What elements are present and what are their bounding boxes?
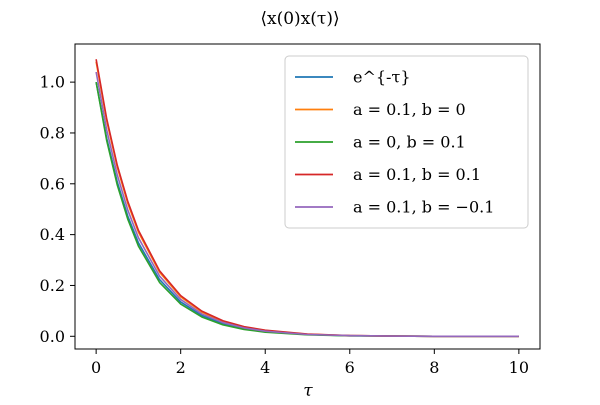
x-tick-label: 4: [260, 358, 270, 377]
x-tick-label: 2: [176, 358, 186, 377]
y-axis-ticks: 0.0 0.2 0.4 0.6 0.8 1.0: [40, 73, 75, 346]
x-axis-ticks: 0 2 4 6 8 10: [91, 349, 529, 377]
legend-label-5: a = 0.1, b = −0.1: [353, 198, 494, 217]
plot-frame: [74, 43, 541, 350]
x-tick-label: 6: [345, 358, 355, 377]
y-tick-label: 0.4: [40, 225, 65, 244]
y-tick-label: 1.0: [40, 73, 65, 92]
x-tick-label: 8: [429, 358, 439, 377]
y-tick-label: 0.2: [40, 276, 65, 295]
series-line-5: [95, 71, 519, 338]
legend-label-4: a = 0.1, b = 0.1: [353, 165, 481, 184]
y-tick-label: 0.0: [40, 327, 65, 346]
legend-label-1: e^{-τ}: [353, 68, 411, 87]
legend-box: [284, 55, 529, 229]
x-tick-label: 0: [91, 358, 101, 377]
legend-label-2: a = 0.1, b = 0: [353, 100, 466, 119]
legend: e^{-τ} a = 0.1, b = 0 a = 0, b = 0.1 a = 0.…: [284, 55, 529, 229]
x-tick-label: 10: [509, 358, 529, 377]
x-axis-label: τ: [303, 381, 313, 400]
plot-lines: [95, 59, 519, 338]
chart-title: ⟨x(0)x(τ)⟩: [260, 9, 339, 29]
y-tick-label: 0.6: [40, 174, 65, 193]
y-tick-label: 0.8: [40, 123, 65, 142]
legend-label-3: a = 0, b = 0.1: [353, 133, 466, 152]
